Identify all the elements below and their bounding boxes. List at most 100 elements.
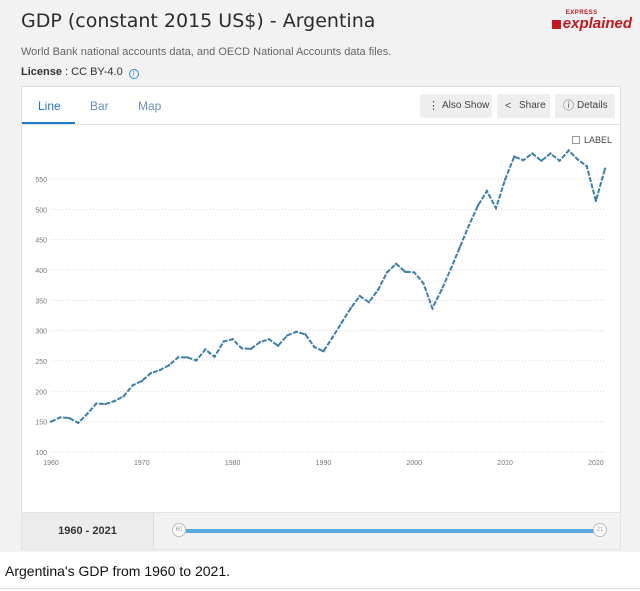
x-tick-label: 1960 xyxy=(43,460,59,467)
x-tick-label: 1970 xyxy=(134,460,150,467)
tab-bar-chart[interactable]: Bar xyxy=(90,99,109,113)
data-point xyxy=(222,340,225,343)
data-point xyxy=(295,330,298,334)
x-tick-label: 2010 xyxy=(497,460,513,467)
data-point xyxy=(167,364,171,367)
details-label: Details xyxy=(577,100,608,111)
gdp-series-line xyxy=(50,149,606,425)
data-point xyxy=(476,204,480,207)
data-point xyxy=(585,165,589,168)
data-point xyxy=(86,412,89,415)
data-point xyxy=(431,307,434,310)
y-tick-label: 250 xyxy=(35,359,47,366)
data-point xyxy=(186,356,189,359)
data-point xyxy=(349,307,352,310)
y-tick-label: 450 xyxy=(35,238,47,245)
data-point xyxy=(385,271,389,274)
brand-small: EXPRESS xyxy=(565,10,598,16)
data-point xyxy=(449,268,452,271)
data-point xyxy=(195,359,198,362)
data-point xyxy=(540,159,543,162)
license-label: License xyxy=(21,66,62,78)
data-point xyxy=(58,416,62,419)
y-axis-ticks: 100 150 200 250 300 350 400 450 500 550 xyxy=(35,177,47,457)
x-axis-ticks: 1960 1970 1980 1990 2000 2010 2020 xyxy=(43,460,604,467)
share-button[interactable]: < Share xyxy=(497,94,550,118)
y-tick-label: 150 xyxy=(35,420,47,427)
data-point xyxy=(176,356,180,359)
data-point xyxy=(204,348,207,351)
x-tick-label: 2000 xyxy=(406,460,422,467)
data-point xyxy=(122,394,125,398)
label-toggle[interactable]: LABEL xyxy=(572,135,612,145)
range-slider-track[interactable] xyxy=(180,529,600,533)
license-line: License : CC BY-4.0 i xyxy=(21,66,139,79)
data-point xyxy=(576,158,579,161)
data-point xyxy=(567,149,570,152)
data-point xyxy=(503,178,507,181)
also-show-button[interactable]: ⋮ Also Show xyxy=(420,94,492,118)
data-point xyxy=(413,271,416,274)
x-tick-label: 2020 xyxy=(588,460,604,467)
data-point xyxy=(494,206,498,210)
data-point xyxy=(77,421,80,425)
active-tab-indicator xyxy=(22,122,75,124)
info-circle-icon: ⓘ xyxy=(563,100,574,112)
tab-map[interactable]: Map xyxy=(138,99,162,113)
data-point xyxy=(104,402,107,406)
data-point xyxy=(403,270,407,274)
data-point xyxy=(549,152,552,155)
data-point xyxy=(558,159,561,162)
label-checkbox[interactable] xyxy=(572,136,580,144)
data-point xyxy=(304,333,307,336)
y-tick-label: 500 xyxy=(35,207,47,214)
data-point xyxy=(285,334,289,337)
license-value: : CC BY-4.0 xyxy=(61,66,123,78)
data-point xyxy=(376,288,380,292)
data-point xyxy=(276,344,280,348)
data-point xyxy=(440,288,443,292)
range-handle-right[interactable]: 21 xyxy=(593,523,607,537)
y-tick-label: 200 xyxy=(35,389,47,396)
data-point xyxy=(467,224,470,227)
also-show-label: Also Show xyxy=(442,100,490,111)
tab-line[interactable]: Line xyxy=(38,99,61,113)
x-tick-label: 1990 xyxy=(316,460,332,467)
data-point xyxy=(313,345,316,349)
tab-bar: Line Bar Map ⋮ Also Show < Share ⓘ Details xyxy=(22,87,620,125)
data-point xyxy=(512,155,516,158)
data-point xyxy=(394,262,398,266)
data-point xyxy=(322,350,325,353)
more-vertical-icon: ⋮ xyxy=(428,100,439,112)
range-label: 1960 - 2021 xyxy=(22,513,154,549)
data-point xyxy=(522,158,525,162)
page-title: GDP (constant 2015 US$) - Argentina xyxy=(21,10,376,32)
label-toggle-text: LABEL xyxy=(584,135,613,145)
data-point xyxy=(213,355,216,358)
data-point xyxy=(158,368,162,372)
y-tick-label: 400 xyxy=(35,268,47,275)
data-point xyxy=(331,336,334,339)
data-point xyxy=(340,321,343,324)
y-tick-label: 350 xyxy=(35,298,47,305)
details-button[interactable]: ⓘ Details xyxy=(555,94,615,118)
y-tick-label: 550 xyxy=(35,177,47,184)
grid-lines xyxy=(51,178,605,453)
data-point xyxy=(149,371,153,375)
divider xyxy=(0,588,640,589)
range-handle-left[interactable]: 60 xyxy=(172,523,186,537)
data-point xyxy=(49,420,53,423)
data-point xyxy=(422,282,425,285)
data-point xyxy=(67,416,71,420)
y-tick-label: 100 xyxy=(35,450,47,457)
brand-big: explained xyxy=(562,15,632,32)
x-tick-label: 1980 xyxy=(225,460,241,467)
data-point xyxy=(249,347,253,351)
data-point xyxy=(531,152,534,155)
info-icon[interactable]: i xyxy=(128,69,139,79)
data-point xyxy=(240,347,243,350)
data-point xyxy=(594,199,598,203)
source-description: World Bank national accounts data, and O… xyxy=(21,46,392,58)
figure-caption: Argentina's GDP from 1960 to 2021. xyxy=(5,563,230,579)
